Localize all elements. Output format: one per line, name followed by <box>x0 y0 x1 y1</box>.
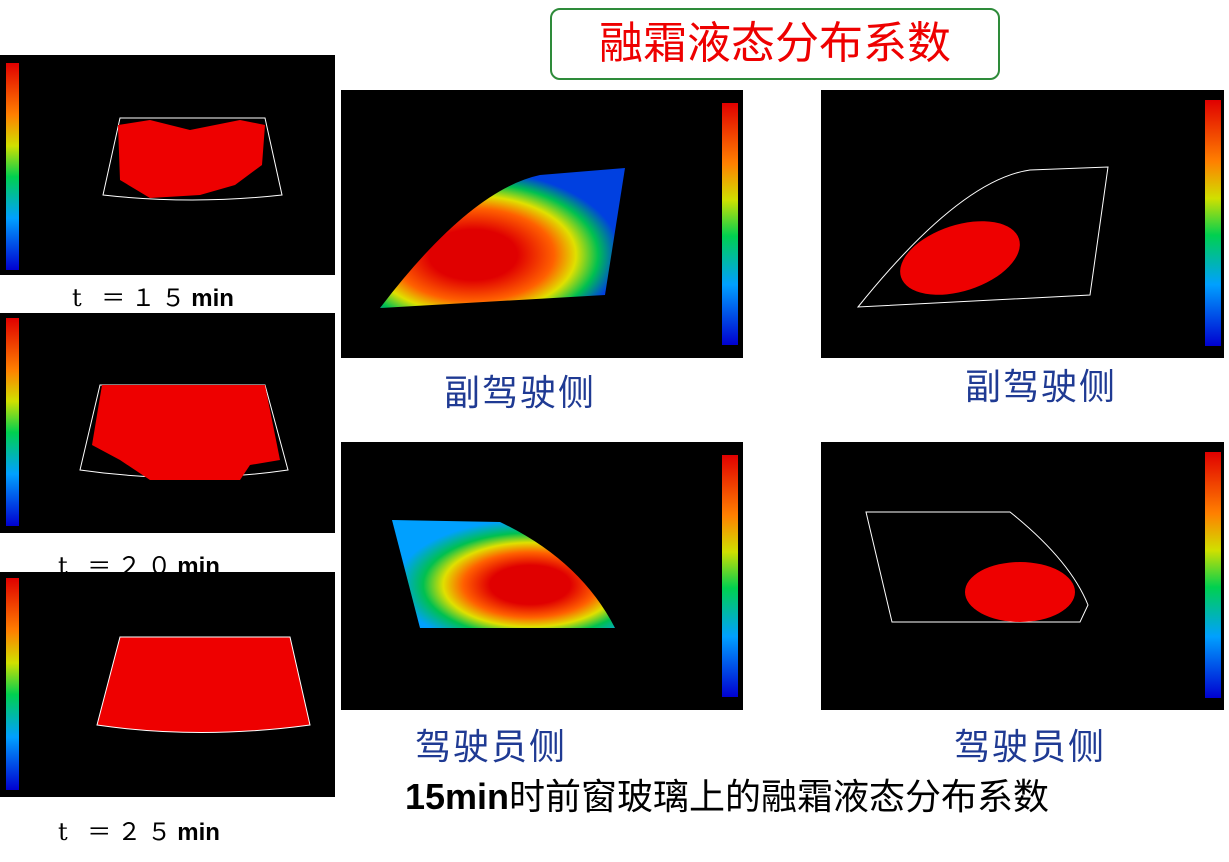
footer-caption: 15min时前窗玻璃上的融霜液态分布系数 <box>405 768 1049 820</box>
time-label: t ＝２５min <box>58 812 220 847</box>
left-image-2 <box>0 313 335 533</box>
right-image-2 <box>821 442 1224 710</box>
footer-lead: 15min <box>405 776 510 817</box>
time-unit: min <box>191 285 234 312</box>
time-label: t ＝２０min <box>58 546 220 581</box>
panel-caption: 副驾驶侧 <box>444 373 597 414</box>
slide-title: 融霜液态分布系数 <box>550 8 1000 80</box>
time-label: t ＝１５min <box>72 278 234 313</box>
time-unit: min <box>177 819 220 846</box>
time-unit: min <box>177 553 220 580</box>
time-value: t ＝２５ <box>58 818 178 846</box>
right-image-1 <box>821 90 1224 358</box>
footer-text: 时前窗玻璃上的融霜液态分布系数 <box>509 777 1050 818</box>
mid-image-2 <box>341 442 743 710</box>
time-value: t ＝１５ <box>72 284 192 312</box>
mid-image-1 <box>341 90 743 358</box>
panel-caption: 副驾驶侧 <box>965 367 1118 408</box>
left-image-3 <box>0 572 335 797</box>
left-image-1 <box>0 55 335 275</box>
time-value: t ＝２０ <box>58 552 178 580</box>
panel-caption: 驾驶员侧 <box>954 727 1107 768</box>
panel-caption: 驾驶员侧 <box>415 727 568 768</box>
